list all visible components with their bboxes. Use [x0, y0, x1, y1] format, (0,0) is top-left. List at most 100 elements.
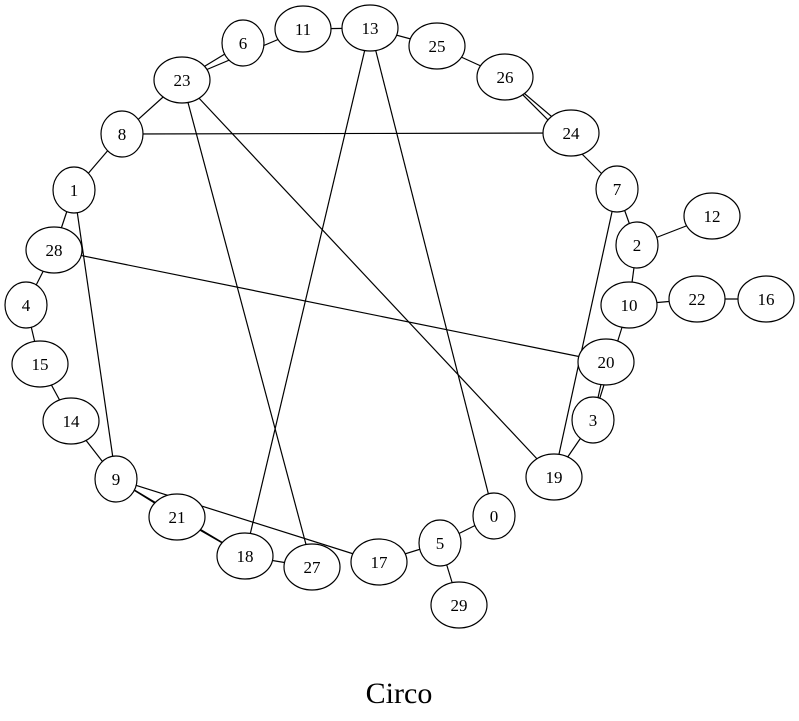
- edges-layer: [25, 27, 766, 606]
- node-4: 4: [4, 281, 48, 329]
- node-ellipse-4: [4, 281, 48, 329]
- node-5: 5: [418, 519, 462, 567]
- node-label-23: 23: [174, 71, 191, 90]
- node-ellipse-7: [595, 165, 639, 213]
- edge-23-27: [181, 79, 313, 568]
- node-ellipse-5: [418, 519, 462, 567]
- node-6: 6: [221, 19, 265, 67]
- graph-title: Circo: [366, 677, 433, 710]
- node-label-16: 16: [758, 290, 775, 309]
- node-ellipse-15: [11, 340, 69, 388]
- node-label-4: 4: [22, 296, 31, 315]
- node-ellipse-13: [341, 4, 399, 52]
- node-label-18: 18: [237, 547, 254, 566]
- node-8: 8: [100, 110, 144, 158]
- node-ellipse-29: [430, 581, 488, 629]
- node-label-3: 3: [589, 411, 598, 430]
- node-ellipse-26: [476, 53, 534, 101]
- edge-1-9: [73, 189, 117, 480]
- edge-28-20: [53, 249, 607, 363]
- node-ellipse-10: [600, 281, 658, 329]
- node-20: 20: [577, 338, 635, 386]
- node-ellipse-2: [615, 221, 659, 269]
- node-label-27: 27: [304, 558, 322, 577]
- node-ellipse-23: [153, 56, 211, 104]
- node-24: 24: [542, 109, 600, 157]
- node-13: 13: [341, 4, 399, 52]
- node-label-11: 11: [295, 20, 311, 39]
- node-ellipse-20: [577, 338, 635, 386]
- node-ellipse-17: [350, 538, 408, 586]
- node-16: 16: [737, 275, 795, 323]
- node-label-25: 25: [429, 37, 446, 56]
- node-1: 1: [52, 166, 96, 214]
- node-ellipse-9: [94, 455, 138, 503]
- edge-23-19: [181, 79, 555, 478]
- node-label-2: 2: [633, 236, 642, 255]
- node-label-28: 28: [46, 241, 63, 260]
- node-23: 23: [153, 56, 211, 104]
- node-ellipse-1: [52, 166, 96, 214]
- node-ellipse-6: [221, 19, 265, 67]
- node-18: 18: [216, 532, 274, 580]
- node-label-14: 14: [63, 412, 81, 431]
- node-label-10: 10: [621, 296, 638, 315]
- node-label-5: 5: [436, 534, 445, 553]
- node-ellipse-11: [274, 5, 332, 53]
- node-ellipse-19: [525, 453, 583, 501]
- node-14: 14: [42, 397, 100, 445]
- node-ellipse-8: [100, 110, 144, 158]
- node-ellipse-25: [408, 22, 466, 70]
- edge-18-13: [244, 27, 371, 557]
- node-26: 26: [476, 53, 534, 101]
- node-12: 12: [683, 192, 741, 240]
- node-ellipse-16: [737, 275, 795, 323]
- node-ellipse-24: [542, 109, 600, 157]
- node-0: 0: [472, 492, 516, 540]
- node-label-8: 8: [118, 125, 127, 144]
- edge-24-8: [121, 132, 572, 135]
- node-ellipse-27: [283, 543, 341, 591]
- node-label-6: 6: [239, 34, 248, 53]
- node-19: 19: [525, 453, 583, 501]
- node-28: 28: [25, 226, 83, 274]
- node-ellipse-28: [25, 226, 83, 274]
- node-27: 27: [283, 543, 341, 591]
- node-25: 25: [408, 22, 466, 70]
- node-label-0: 0: [490, 507, 499, 526]
- node-22: 22: [668, 275, 726, 323]
- node-label-21: 21: [169, 508, 186, 527]
- edge-7-19: [553, 188, 618, 478]
- node-label-17: 17: [371, 553, 389, 572]
- nodes-layer: 0123456789101112131415161718192021222324…: [4, 4, 795, 629]
- node-label-24: 24: [563, 124, 581, 143]
- node-ellipse-18: [216, 532, 274, 580]
- node-label-12: 12: [704, 207, 721, 226]
- edge-13-0: [369, 27, 495, 517]
- edge-9-17: [115, 478, 380, 563]
- node-9: 9: [94, 455, 138, 503]
- node-15: 15: [11, 340, 69, 388]
- node-label-19: 19: [546, 468, 563, 487]
- node-label-22: 22: [689, 290, 706, 309]
- node-label-20: 20: [598, 353, 615, 372]
- node-2: 2: [615, 221, 659, 269]
- node-ellipse-21: [148, 493, 206, 541]
- node-label-15: 15: [32, 355, 49, 374]
- node-ellipse-3: [571, 396, 615, 444]
- node-ellipse-14: [42, 397, 100, 445]
- node-21: 21: [148, 493, 206, 541]
- node-11: 11: [274, 5, 332, 53]
- node-ellipse-12: [683, 192, 741, 240]
- node-10: 10: [600, 281, 658, 329]
- node-29: 29: [430, 581, 488, 629]
- node-label-29: 29: [451, 596, 468, 615]
- node-ellipse-0: [472, 492, 516, 540]
- node-label-13: 13: [362, 19, 379, 38]
- node-label-1: 1: [70, 181, 79, 200]
- node-label-7: 7: [613, 180, 622, 199]
- node-17: 17: [350, 538, 408, 586]
- node-label-9: 9: [112, 470, 121, 489]
- node-7: 7: [595, 165, 639, 213]
